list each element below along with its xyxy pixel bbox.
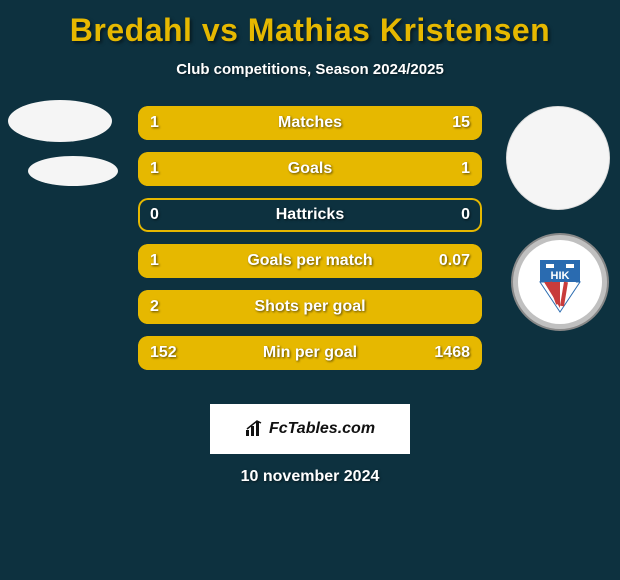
club-crest: HIK [510, 232, 610, 332]
stat-value-right: 15 [452, 106, 470, 140]
stat-value-right: 0.07 [439, 244, 470, 278]
stat-label: Min per goal [263, 336, 357, 370]
stat-label: Goals per match [247, 244, 372, 278]
stat-row: 152 1468 Min per goal [138, 336, 482, 370]
stat-value-left: 152 [150, 336, 177, 370]
subtitle: Club competitions, Season 2024/2025 [0, 61, 620, 78]
crest-icon: HIK [510, 232, 610, 332]
svg-text:HIK: HIK [551, 270, 570, 282]
fctables-badge: FcTables.com [210, 404, 410, 454]
stat-label: Shots per goal [254, 290, 365, 324]
stat-row: 2 Shots per goal [138, 290, 482, 324]
stat-row: 1 1 Goals [138, 152, 482, 186]
stat-value-right: 1 [461, 152, 470, 186]
avatar-placeholder-icon [28, 156, 118, 186]
stat-bars: 1 15 Matches 1 1 Goals 0 0 Hattricks 1 0.07 Goals p… [138, 106, 482, 382]
stat-value-left: 1 [150, 152, 159, 186]
stat-value-right: 0 [461, 198, 470, 232]
stat-label: Matches [278, 106, 342, 140]
stat-label: Hattricks [276, 198, 344, 232]
stat-value-left: 1 [150, 244, 159, 278]
stat-value-right: 1468 [434, 336, 470, 370]
page-title: Bredahl vs Mathias Kristensen [0, 0, 620, 49]
stat-row: 1 0.07 Goals per match [138, 244, 482, 278]
stat-label: Goals [288, 152, 332, 186]
stat-value-left: 0 [150, 198, 159, 232]
date-label: 10 november 2024 [0, 468, 620, 486]
stat-fill-right [310, 152, 482, 186]
stat-value-left: 1 [150, 106, 159, 140]
stat-row: 0 0 Hattricks [138, 198, 482, 232]
stat-fill-left [138, 152, 310, 186]
stat-value-left: 2 [150, 290, 159, 324]
fctables-label: FcTables.com [269, 420, 375, 438]
avatar-placeholder-icon [506, 106, 610, 210]
chart-icon [245, 420, 263, 438]
player-left-avatar [8, 100, 118, 186]
stats-area: HIK 1 15 Matches 1 1 Goals 0 0 Hattricks 1 0.07 Goa… [0, 106, 620, 396]
avatar-placeholder-icon [8, 100, 112, 142]
player-right-avatar [506, 106, 610, 210]
stat-row: 1 15 Matches [138, 106, 482, 140]
